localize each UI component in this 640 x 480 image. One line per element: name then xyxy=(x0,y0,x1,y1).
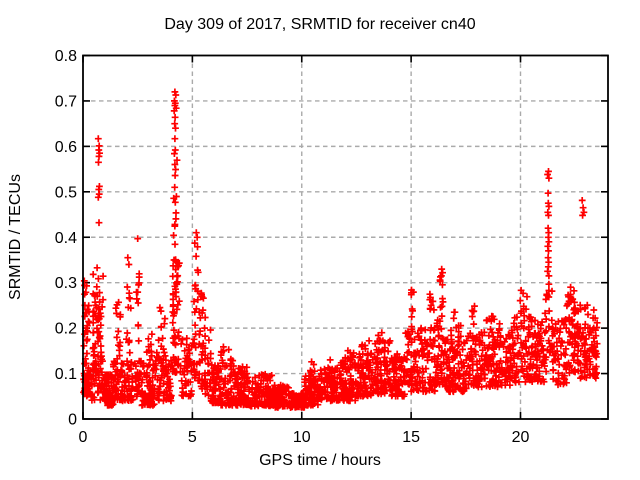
y-tick-label: 0.6 xyxy=(55,139,77,156)
y-tick-label: 0.2 xyxy=(55,321,77,338)
x-tick-label: 10 xyxy=(293,429,311,446)
plot-border xyxy=(82,54,609,420)
x-tick-label: 5 xyxy=(188,429,197,446)
chart-title: Day 309 of 2017, SRMTID for receiver cn4… xyxy=(164,16,476,33)
data-points xyxy=(80,88,601,411)
x-tick-label: 15 xyxy=(402,429,420,446)
y-tick-label: 0.4 xyxy=(55,230,77,247)
x-axis-label: GPS time / hours xyxy=(259,452,381,469)
x-tick-label: 20 xyxy=(512,429,530,446)
y-tick-label: 0.3 xyxy=(55,275,77,292)
y-tick-label: 0 xyxy=(68,412,77,429)
y-tick-label: 0.7 xyxy=(55,93,77,110)
y-tick-label: 0.1 xyxy=(55,366,77,383)
y-tick-label: 0.5 xyxy=(55,184,77,201)
y-tick-label: 0.8 xyxy=(55,48,77,65)
x-tick-label: 0 xyxy=(79,429,88,446)
